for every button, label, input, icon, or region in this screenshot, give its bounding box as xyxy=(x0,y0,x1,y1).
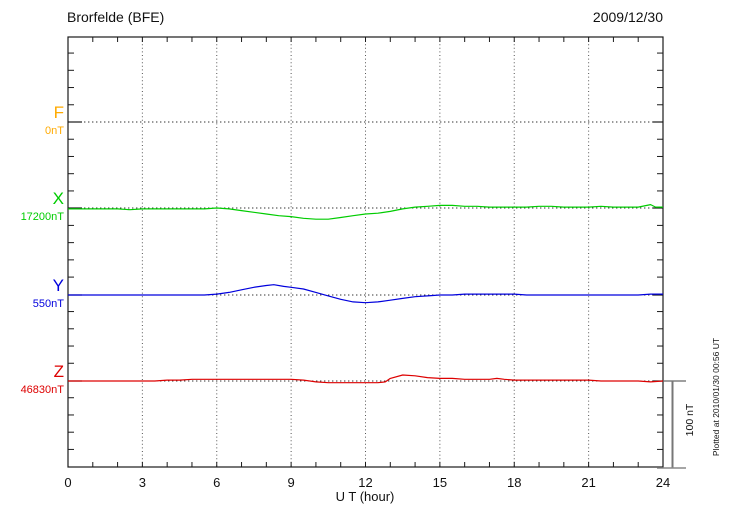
x-axis-title: U T (hour) xyxy=(335,489,395,504)
channel-baseline-value: 0nT xyxy=(45,125,64,137)
channel-label-Z: Z 46830nT xyxy=(0,362,64,396)
x-tick-label: 15 xyxy=(432,475,448,490)
x-tick-label: 0 xyxy=(64,475,72,490)
x-tick-label: 9 xyxy=(287,475,295,490)
plotted-at-note: Plotted at 2010/01/30 00:56 UT xyxy=(711,337,721,457)
axis-frame xyxy=(67,36,664,468)
grid-layer xyxy=(68,37,663,467)
channel-label-F: F 0nT xyxy=(0,103,64,137)
channel-letter: X xyxy=(52,189,64,208)
channel-letter: Z xyxy=(53,362,64,381)
x-tick-label: 18 xyxy=(507,475,522,490)
channel-baseline-value: 17200nT xyxy=(20,211,64,223)
channel-label-X: X 17200nT xyxy=(0,189,64,223)
x-tick-label: 24 xyxy=(655,475,671,490)
x-tick-label: 6 xyxy=(213,475,221,490)
channel-letter: F xyxy=(53,103,64,122)
channel-letter: Y xyxy=(52,276,64,295)
trace-Z xyxy=(68,374,664,384)
x-tick-label: 12 xyxy=(358,475,373,490)
channel-label-Y: Y 550nT xyxy=(0,276,64,310)
channel-baseline-value: 550nT xyxy=(32,298,64,310)
scale-bar-label: 100 nT xyxy=(684,403,696,437)
traces-layer xyxy=(68,204,664,384)
channel-baseline-value: 46830nT xyxy=(20,384,64,396)
trace-X xyxy=(68,204,663,220)
tick-layer xyxy=(68,37,663,467)
x-tick-label: 3 xyxy=(138,475,146,490)
trace-Y xyxy=(68,284,663,304)
page-title: Brorfelde (BFE) xyxy=(67,9,165,25)
scale-bar xyxy=(657,380,686,469)
plot-date: 2009/12/30 xyxy=(592,9,663,25)
x-tick-label: 21 xyxy=(581,475,596,490)
